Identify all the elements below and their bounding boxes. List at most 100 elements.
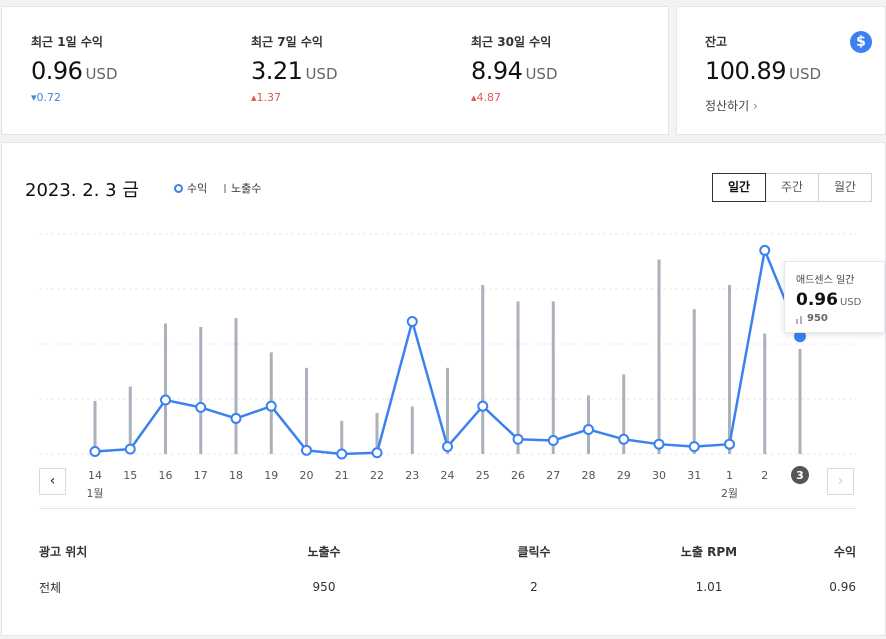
x-tick-label: 21	[335, 469, 349, 482]
x-tick-label: 31	[687, 469, 701, 482]
x-tick-label: 24	[441, 469, 455, 482]
arrow-down-icon: ▾	[31, 91, 37, 104]
revenue-point	[230, 412, 242, 424]
table-cell: 1.01	[695, 580, 723, 594]
impressions-bar	[410, 406, 414, 454]
month-label: 2월	[721, 487, 738, 500]
legend-impressions[interactable]: 노출수	[224, 180, 261, 196]
stat-label: 최근 7일 수익	[251, 35, 323, 49]
table-header: 광고 위치	[39, 544, 88, 559]
stat-value: 8.94	[471, 57, 523, 85]
table-header-row: 광고 위치 노출수 클릭수 노출 RPM 수익	[39, 538, 856, 564]
impressions-bar	[199, 326, 203, 454]
table-cell: 950	[312, 580, 336, 594]
bars-icon	[796, 316, 802, 324]
revenue-point	[406, 316, 418, 328]
summary-card: 최근 1일 수익 0.96 USD ▾0.72 최근 7일 수익 3.21 USD …	[1, 6, 669, 135]
tooltip-unit: USD	[839, 297, 862, 308]
x-tick-label: 1	[726, 469, 733, 482]
legend-revenue[interactable]: 수익	[174, 180, 207, 196]
period-tabs: 일간 주간 월간	[712, 173, 872, 202]
revenue-point	[195, 401, 207, 413]
impressions-bar	[798, 349, 802, 454]
impressions-bar	[305, 367, 308, 454]
balance-stat: 잔고 100.89 USD	[705, 33, 821, 85]
stat-label: 최근 1일 수익	[31, 35, 103, 49]
x-tick-label: 22	[370, 469, 384, 482]
stat-change: ▴4.87	[471, 91, 502, 104]
tab-monthly[interactable]: 월간	[818, 173, 872, 202]
chart-card: 2023. 2. 3 금 수익 노출수 일간 주간 월간 14 15 16 17 18 1…	[1, 142, 886, 636]
impressions-bar	[128, 386, 132, 454]
revenue-chart: 14 15 16 17 18 19 20 21 22 23 24 25 26 27 28 29 30 31 1 2 31…	[39, 233, 856, 500]
x-tick-label: 20	[300, 469, 314, 482]
revenue-point	[653, 438, 665, 450]
stat-30day: 최근 30일 수익 8.94 USD ▴4.87	[471, 33, 558, 104]
month-label: 1월	[86, 487, 103, 500]
x-tick-label: 28	[582, 469, 596, 482]
balance-value: 100.89	[705, 57, 786, 85]
table-row: 전체 950 2 1.01 0.96	[39, 564, 856, 610]
tooltip-value: 0.96	[796, 290, 838, 310]
revenue-point	[724, 438, 735, 450]
x-tick-label: 14	[88, 469, 102, 482]
x-tick-label: 27	[546, 469, 560, 482]
revenue-point	[547, 435, 559, 447]
balance-card: 잔고 100.89 USD 정산하기 › $	[676, 6, 886, 135]
revenue-point	[371, 447, 383, 459]
impressions-bar	[340, 420, 344, 454]
table-cell: 전체	[39, 580, 62, 595]
revenue-point	[124, 443, 136, 455]
revenue-point	[160, 394, 171, 406]
table-header: 노출 RPM	[680, 544, 738, 559]
x-tick-label: 18	[229, 469, 243, 482]
tab-daily[interactable]: 일간	[712, 173, 766, 202]
impressions-bar	[516, 301, 520, 454]
chart-tooltip: 애드센스 일간 0.96 USD 950	[784, 261, 885, 333]
revenue-point	[265, 400, 277, 412]
x-tick-label: 23	[405, 469, 419, 482]
revenue-point	[477, 400, 489, 412]
x-tick-label: 2	[761, 469, 768, 482]
x-tick-label: 19	[264, 469, 278, 482]
table-header: 노출수	[307, 544, 341, 559]
arrow-up-icon: ▴	[251, 91, 257, 104]
stat-change: ▾0.72	[31, 91, 62, 104]
impressions-bar	[692, 309, 696, 454]
x-tick-label: 15	[123, 469, 137, 482]
stat-unit: USD	[305, 65, 338, 83]
stat-value: 3.21	[251, 57, 303, 85]
impressions-bar	[234, 318, 238, 454]
circle-icon	[174, 183, 183, 193]
impressions-bar	[164, 323, 167, 454]
impressions-bar	[93, 400, 97, 454]
tooltip-title: 애드센스 일간	[796, 275, 855, 286]
x-tick-label: 25	[476, 469, 490, 482]
impressions-bar	[375, 413, 379, 454]
chart-date-title: 2023. 2. 3 금	[25, 180, 139, 201]
chart-next-button[interactable]: ›	[827, 468, 854, 495]
revenue-point	[89, 446, 101, 458]
x-tick-label: 17	[194, 469, 208, 482]
stat-7day: 최근 7일 수익 3.21 USD ▴1.37	[251, 33, 338, 104]
chart-prev-button[interactable]: ‹	[39, 468, 66, 495]
revenue-point	[618, 433, 630, 445]
revenue-point	[512, 433, 524, 445]
table-header: 수익	[833, 544, 856, 559]
tooltip-impressions: 950	[807, 313, 828, 324]
table-header: 클릭수	[517, 544, 551, 559]
balance-label: 잔고	[705, 35, 728, 49]
settle-link[interactable]: 정산하기 ›	[705, 99, 758, 113]
stat-unit: USD	[85, 65, 118, 83]
x-tick-label: 26	[511, 469, 525, 482]
revenue-point	[759, 244, 771, 256]
arrow-up-icon: ▴	[471, 91, 477, 104]
x-tick-label: 16	[159, 469, 173, 482]
stat-value: 0.96	[31, 57, 83, 85]
impressions-bar	[551, 301, 555, 454]
revenue-point	[688, 441, 700, 453]
x-tick-label: 3	[796, 469, 804, 482]
x-tick-label: 29	[617, 469, 631, 482]
x-tick-label: 30	[652, 469, 666, 482]
table-cell: 0.96	[829, 580, 856, 594]
